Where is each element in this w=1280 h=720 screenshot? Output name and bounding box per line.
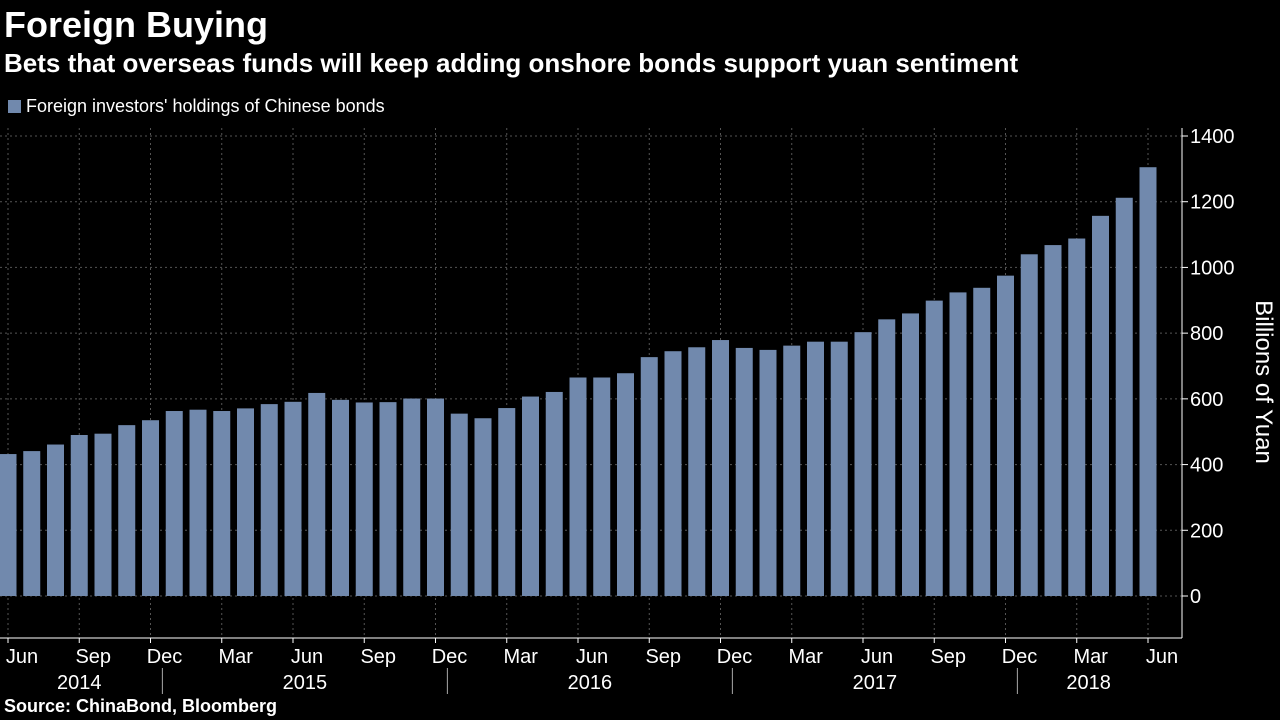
bar [712, 340, 729, 596]
y-axis-title: Billions of Yuan [1250, 300, 1277, 464]
bar [118, 425, 136, 596]
year-label: 2016 [568, 672, 613, 694]
year-label: 2017 [853, 672, 898, 694]
legend-swatch [8, 100, 21, 113]
bar [807, 341, 824, 596]
bar [142, 420, 159, 596]
x-tick-label: Mar [504, 646, 539, 668]
bar [94, 433, 112, 596]
bar [878, 319, 896, 596]
x-tick-label: Jun [291, 646, 323, 668]
bar [1044, 245, 1062, 597]
x-tick-label: Sep [930, 646, 966, 668]
year-label: 2015 [283, 672, 328, 694]
bar [569, 377, 587, 596]
bar [925, 300, 943, 596]
y-tick-label: 1000 [1190, 257, 1235, 279]
bar [47, 444, 64, 596]
bar [0, 454, 17, 596]
x-tick-label: Mar [789, 646, 824, 668]
bar [474, 418, 492, 596]
bar [379, 402, 397, 596]
bar [854, 332, 872, 596]
x-tick-label: Jun [861, 646, 893, 668]
x-tick-label: Jun [576, 646, 608, 668]
y-tick-label: 0 [1190, 586, 1201, 608]
x-tick-label: Sep [360, 646, 396, 668]
bar [593, 377, 611, 596]
bar [640, 357, 658, 596]
bar [522, 396, 539, 596]
y-tick-label: 200 [1190, 520, 1223, 542]
x-tick-label: Sep [645, 646, 681, 668]
bar [735, 347, 753, 596]
bar [213, 411, 231, 596]
bar [332, 399, 349, 596]
bar [783, 345, 801, 596]
bar [902, 313, 919, 596]
year-label: 2014 [57, 672, 102, 694]
bar [23, 451, 41, 596]
bar [165, 411, 183, 596]
bar [189, 409, 207, 596]
x-tick-label: Dec [432, 646, 468, 668]
bar [355, 402, 373, 596]
bar [973, 287, 991, 596]
x-tick-label: Dec [147, 646, 183, 668]
bar [830, 341, 848, 596]
y-tick-label: 600 [1190, 389, 1223, 411]
source-note: Source: ChinaBond, Bloomberg [4, 696, 278, 716]
bar [450, 413, 468, 596]
x-tick-label: Sep [75, 646, 111, 668]
bar [70, 435, 88, 596]
bar [260, 404, 278, 596]
bar [1139, 167, 1157, 596]
bar [617, 373, 634, 596]
bar [949, 292, 967, 596]
y-tick-label: 400 [1190, 455, 1223, 477]
x-tick-label: Mar [219, 646, 254, 668]
bar [284, 401, 302, 596]
x-tick-label: Dec [717, 646, 753, 668]
y-tick-label: 1200 [1190, 192, 1235, 214]
bar [237, 408, 254, 596]
bar [997, 275, 1014, 596]
bar [545, 391, 563, 596]
bar [664, 351, 682, 596]
x-tick-label: Dec [1002, 646, 1038, 668]
bar [403, 398, 421, 596]
bar [427, 398, 444, 596]
bar [1020, 254, 1038, 597]
bar [308, 392, 326, 596]
y-tick-label: 800 [1190, 323, 1223, 345]
x-tick-label: Mar [1074, 646, 1109, 668]
chart-title: Foreign Buying [4, 4, 268, 45]
legend: Foreign investors' holdings of Chinese b… [8, 96, 385, 117]
year-label: 2018 [1066, 672, 1111, 694]
bar [688, 347, 706, 596]
x-tick-label: Jun [6, 646, 38, 668]
y-tick-label: 1400 [1190, 126, 1235, 148]
chart-subtitle: Bets that overseas funds will keep addin… [4, 48, 1019, 78]
bar [1115, 197, 1133, 596]
legend-label: Foreign investors' holdings of Chinese b… [26, 96, 385, 116]
bar [1068, 238, 1086, 596]
bar [1092, 215, 1109, 597]
x-tick-label: Jun [1146, 646, 1178, 668]
bar [498, 408, 516, 596]
bar [759, 349, 777, 596]
